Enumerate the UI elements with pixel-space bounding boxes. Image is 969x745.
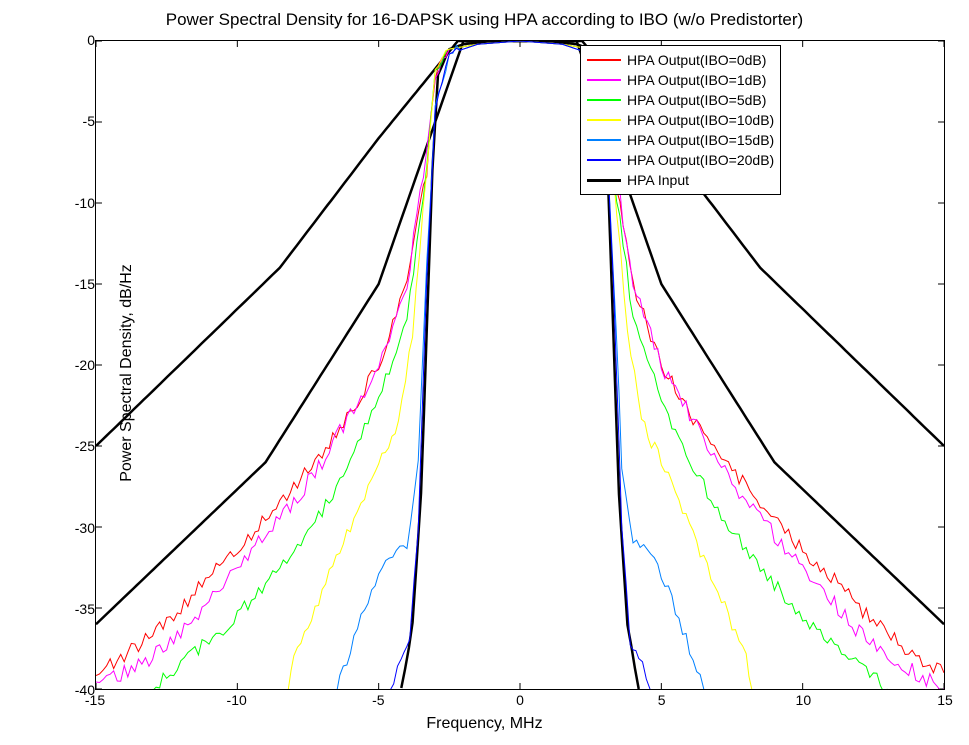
chart-title: Power Spectral Density for 16-DAPSK usin… bbox=[0, 10, 969, 30]
x-tick: 0 bbox=[516, 692, 524, 708]
legend-label: HPA Output(IBO=10dB) bbox=[627, 112, 774, 128]
legend-label: HPA Input bbox=[627, 172, 689, 188]
series-ibo0 bbox=[96, 41, 944, 676]
legend-item: HPA Output(IBO=0dB) bbox=[587, 50, 774, 70]
legend-item: HPA Input bbox=[587, 170, 774, 190]
legend-swatch bbox=[587, 139, 621, 141]
legend-swatch bbox=[587, 119, 621, 121]
x-tick: -10 bbox=[227, 692, 247, 708]
x-tick: -5 bbox=[372, 692, 384, 708]
legend-label: HPA Output(IBO=20dB) bbox=[627, 152, 774, 168]
y-tick: -30 bbox=[55, 520, 95, 536]
legend-label: HPA Output(IBO=5dB) bbox=[627, 92, 766, 108]
legend-item: HPA Output(IBO=15dB) bbox=[587, 130, 774, 150]
y-tick-labels: -40-35-30-25-20-15-10-50 bbox=[55, 40, 95, 690]
x-tick-labels: -15-10-5051015 bbox=[95, 692, 945, 712]
series-mask_outer bbox=[96, 41, 944, 624]
legend-label: HPA Output(IBO=15dB) bbox=[627, 132, 774, 148]
plot-area bbox=[95, 40, 945, 690]
y-tick: -15 bbox=[55, 276, 95, 292]
y-tick: -25 bbox=[55, 438, 95, 454]
y-tick: -20 bbox=[55, 357, 95, 373]
legend-swatch bbox=[587, 159, 621, 161]
legend-swatch bbox=[587, 99, 621, 101]
series-ibo1 bbox=[96, 41, 944, 689]
psd-chart: Power Spectral Density for 16-DAPSK usin… bbox=[0, 0, 969, 745]
legend-label: HPA Output(IBO=0dB) bbox=[627, 52, 766, 68]
x-axis-label: Frequency, MHz bbox=[0, 715, 969, 733]
x-tick: 5 bbox=[658, 692, 666, 708]
y-tick: -10 bbox=[55, 195, 95, 211]
legend-swatch bbox=[587, 179, 621, 182]
legend-item: HPA Output(IBO=5dB) bbox=[587, 90, 774, 110]
legend-swatch bbox=[587, 59, 621, 61]
x-tick: 15 bbox=[937, 692, 953, 708]
legend-item: HPA Output(IBO=10dB) bbox=[587, 110, 774, 130]
legend: HPA Output(IBO=0dB) HPA Output(IBO=1dB) HP… bbox=[580, 45, 781, 195]
y-tick: 0 bbox=[55, 32, 95, 48]
legend-item: HPA Output(IBO=20dB) bbox=[587, 150, 774, 170]
y-tick: -35 bbox=[55, 601, 95, 617]
y-tick: -5 bbox=[55, 113, 95, 129]
y-tick: -40 bbox=[55, 682, 95, 698]
x-tick: 10 bbox=[796, 692, 812, 708]
legend-swatch bbox=[587, 79, 621, 81]
legend-item: HPA Output(IBO=1dB) bbox=[587, 70, 774, 90]
plot-svg bbox=[96, 41, 944, 689]
legend-label: HPA Output(IBO=1dB) bbox=[627, 72, 766, 88]
series-mask_inner bbox=[96, 41, 944, 446]
